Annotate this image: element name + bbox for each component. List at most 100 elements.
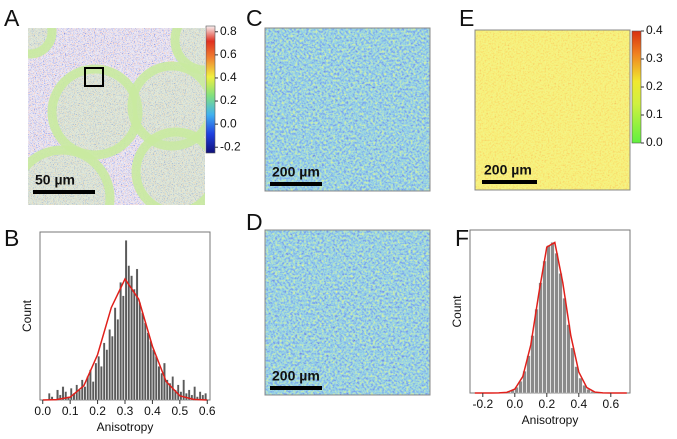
hist-bar [70,388,73,401]
colorbar-tick-label: 0.0 [646,135,663,149]
x-tick-label: 0.4 [144,404,161,418]
x-tick-label: 0.6 [602,397,619,411]
hist-bar [124,240,128,401]
x-tick-label: 0.2 [538,397,555,411]
hist-bar [566,324,571,394]
x-tick-label: 0.1 [62,404,79,418]
hist-bar [538,282,543,394]
hist-bar [100,366,103,401]
hist-bar [59,394,62,401]
x-tick-label: 0.0 [506,397,523,411]
hist-bar [146,332,150,401]
hist-bar [141,312,144,401]
x-tick-label: 0.0 [34,404,51,418]
y-axis-label: Count [450,295,464,328]
x-tick-label: 0.3 [117,404,134,418]
hist-bar [570,347,575,394]
colorbar-tick-label: 0.8 [220,24,237,38]
hist-bar [105,349,109,401]
hist-bar [83,386,87,401]
hist-bar [113,307,117,401]
hist-bar [586,389,591,394]
panel-label: B [4,225,19,251]
colorbar-tick-label: 0.2 [220,93,237,107]
hist-bar [163,362,166,401]
hist-bar [149,341,152,401]
hist-bar [116,319,120,401]
hist-bar [111,336,114,401]
colorbar-tick-label: 0.1 [646,107,663,121]
panel-label: C [246,5,263,31]
colorbar-tick-label: 0.4 [646,23,663,37]
hist-bar [157,366,161,401]
hist-bar [94,362,98,401]
image-c [264,27,431,192]
hist-bar [574,366,579,394]
fit-line [474,241,627,394]
colorbar [631,30,642,144]
x-tick-label: -0.2 [472,397,493,411]
x-tick-label: 0.2 [89,404,106,418]
colorbar-tick-label: 0.3 [646,51,663,65]
panel-label: D [246,209,263,235]
hist-bar [562,298,567,394]
hist-bar [97,356,100,401]
hist-bar [168,383,172,401]
hist-bar [102,342,106,401]
colorbar [205,25,216,154]
hist-bar [78,389,81,401]
panel-label: E [459,5,474,31]
image-e [474,29,631,191]
x-tick-label: 0.4 [570,397,587,411]
panel-label: A [4,5,20,31]
hist-bar [56,389,59,401]
hist-bar [119,282,122,401]
hist-bar [582,385,587,394]
hist-bar [198,391,202,401]
hist-bar [554,253,559,394]
scale-bar-label: 200 µm [272,164,320,180]
hist-bar [81,379,84,401]
hist-bar [133,289,136,401]
hist-bar [193,386,196,401]
x-tick-label: 0.6 [199,404,216,418]
hist-bar [127,265,130,401]
hist-bar [152,349,155,401]
hist-bar [64,391,67,401]
x-axis-label: Anisotropy [522,413,579,427]
colorbar-tick-label: 0.4 [220,70,237,84]
hist-bar [546,245,551,394]
hist-bar [91,381,95,401]
image-d [264,229,431,396]
hist-bar [174,389,177,401]
hist-bar [155,356,158,401]
colorbar-tick-label: 0.6 [220,47,237,61]
colorbar-tick-label: -0.2 [220,139,241,153]
hist-bar [204,393,207,401]
fit-line [42,277,208,401]
hist-bar [190,394,194,401]
hist-bar [187,389,191,401]
scale-bar-label: 50 µm [35,172,75,188]
hist-bar [130,275,133,401]
hist-bar [61,386,65,401]
hist-bar [160,373,163,401]
hist-bar [182,379,185,401]
hist-bar [558,273,563,394]
hist-bar [135,268,139,401]
hist-bar [144,322,147,401]
hist-bar [138,302,141,401]
x-axis-label: Anisotropy [97,420,154,434]
colorbar-tick-label: 0.0 [220,116,237,130]
hist-bar [542,260,547,394]
hist-bar [122,295,125,401]
hist-bar [166,379,169,401]
hist-bar [48,393,51,401]
hist-bar [108,329,111,401]
hist-bar [550,242,555,394]
hist-bar [578,377,583,394]
scale-bar-label: 200 µm [484,162,532,178]
colorbar-tick-label: 0.2 [646,79,663,93]
